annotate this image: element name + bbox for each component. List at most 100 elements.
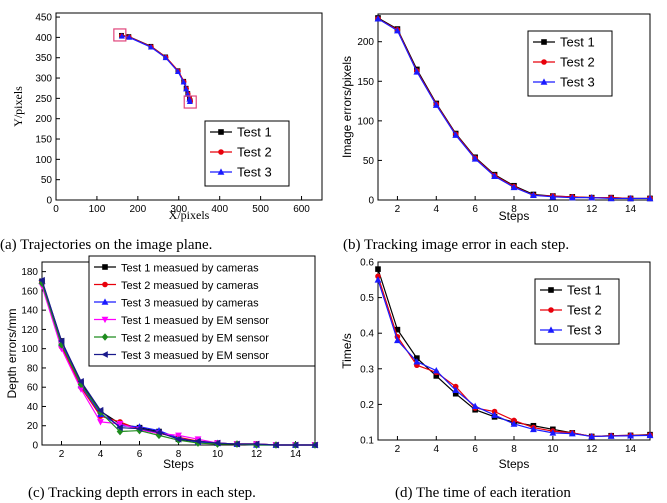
data-point bbox=[174, 68, 181, 74]
data-point bbox=[413, 358, 421, 365]
caption-b: (b) Tracking image error in each step. bbox=[343, 237, 569, 253]
legend-marker bbox=[548, 307, 554, 313]
data-point bbox=[491, 172, 498, 180]
data-point bbox=[530, 191, 537, 199]
data-point bbox=[116, 424, 123, 432]
data-point bbox=[549, 193, 557, 200]
y-tick-label: 140 bbox=[21, 306, 38, 317]
data-point bbox=[175, 432, 182, 439]
data-point bbox=[57, 337, 65, 345]
x-tick-label: 6 bbox=[472, 444, 478, 455]
panel-d: 2 4 6 8 10 12 14 0.1 0.2 0.3 0.4 0.5 0.6 Steps Time/s T… bbox=[340, 258, 654, 471]
highlight-box bbox=[183, 95, 197, 109]
data-point bbox=[126, 34, 133, 40]
legend-marker bbox=[102, 264, 108, 270]
y-tick-label: 20 bbox=[27, 421, 39, 432]
y-tick-label: 100 bbox=[357, 116, 374, 127]
x-tick-label: 4 bbox=[434, 444, 440, 455]
x-tick-label: 500 bbox=[252, 204, 269, 215]
x-tick-label: 4 bbox=[98, 449, 104, 460]
data-point bbox=[394, 27, 401, 34]
data-point bbox=[432, 101, 440, 108]
panel-b: 2 4 6 8 10 12 14 0 50 100 150 200 Steps Image errors/… bbox=[340, 13, 654, 223]
y-tick-label: 120 bbox=[21, 325, 38, 336]
y-tick-label: 60 bbox=[27, 383, 39, 394]
panel-c: 2 4 6 8 10 12 14020406080100120140160180StepsD… bbox=[5, 255, 319, 471]
legend-marker bbox=[101, 298, 109, 305]
legend-label: Test 3 bbox=[560, 75, 595, 90]
data-point bbox=[394, 336, 401, 344]
data-point bbox=[77, 386, 85, 393]
data-point bbox=[186, 98, 193, 105]
panel-a: 0 100 200 300 400 500 600 0 50 100 150 200 250 300 350… bbox=[11, 12, 323, 222]
data-point bbox=[510, 420, 518, 427]
data-point bbox=[646, 431, 654, 439]
legend-label: Test 2 measued by cameras bbox=[121, 280, 259, 292]
legend-label: Test 2 bbox=[560, 55, 595, 70]
plot-frame bbox=[55, 12, 323, 201]
data-point bbox=[186, 95, 193, 102]
x-tick-label: 14 bbox=[625, 444, 637, 455]
y-tick-label: 180 bbox=[21, 267, 38, 278]
y-axis-label: Depth errors/mm bbox=[5, 308, 19, 398]
y-tick-label: 0 bbox=[368, 196, 374, 207]
y-tick-label: 40 bbox=[27, 402, 39, 413]
legend-label: Test 2 bbox=[567, 303, 602, 318]
x-tick-label: 14 bbox=[625, 204, 637, 215]
data-point bbox=[291, 441, 299, 449]
legend-label: Test 1 bbox=[567, 283, 602, 298]
data-point bbox=[432, 366, 440, 374]
x-tick-label: 100 bbox=[89, 204, 106, 215]
y-tick-label: 0.1 bbox=[360, 436, 374, 447]
legend-marker bbox=[217, 168, 225, 175]
x-tick-label: 400 bbox=[211, 204, 228, 215]
data-point bbox=[77, 378, 84, 385]
data-point bbox=[394, 326, 401, 333]
data-point bbox=[116, 421, 124, 428]
highlight-box bbox=[113, 28, 127, 42]
data-point bbox=[374, 276, 382, 283]
x-tick-label: 200 bbox=[130, 204, 147, 215]
data-point bbox=[374, 15, 382, 22]
data-point bbox=[627, 194, 634, 202]
data-point bbox=[147, 43, 154, 50]
legend-marker bbox=[101, 333, 109, 341]
data-point bbox=[646, 194, 654, 202]
caption-c: (c) Tracking depth errors in each step. bbox=[28, 485, 256, 501]
data-point bbox=[252, 440, 260, 448]
legend-label: Test 3 measued by EM sensor bbox=[121, 350, 269, 362]
y-tick-label: 0 bbox=[32, 441, 38, 452]
legend-label: Test 3 bbox=[237, 165, 272, 180]
x-tick-label: 8 bbox=[511, 204, 517, 215]
data-point bbox=[136, 426, 143, 435]
y-tick-label: 0.6 bbox=[360, 258, 374, 269]
y-tick-label: 80 bbox=[27, 363, 39, 374]
data-point bbox=[568, 194, 576, 201]
data-point bbox=[194, 437, 201, 445]
legend-marker bbox=[101, 316, 109, 324]
data-point bbox=[272, 441, 279, 449]
legend-marker bbox=[547, 326, 555, 333]
x-tick-label: 12 bbox=[251, 449, 263, 460]
data-point bbox=[588, 432, 596, 440]
data-point bbox=[530, 425, 537, 433]
legend-marker bbox=[541, 59, 547, 65]
data-point bbox=[184, 91, 191, 97]
y-tick-label: 250 bbox=[35, 94, 52, 105]
x-axis-label: X/pixels bbox=[169, 208, 210, 222]
y-tick-label: 300 bbox=[35, 74, 52, 85]
data-point bbox=[311, 441, 318, 449]
legend-marker bbox=[548, 287, 554, 293]
legend-box bbox=[88, 255, 316, 367]
data-point bbox=[607, 432, 615, 439]
legend-label: Test 1 measued by cameras bbox=[121, 263, 259, 275]
x-tick-label: 12 bbox=[586, 204, 598, 215]
y-tick-label: 50 bbox=[41, 175, 53, 186]
data-point bbox=[96, 406, 104, 414]
data-point bbox=[38, 279, 46, 287]
data-point bbox=[118, 32, 125, 39]
legend-label: Test 1 bbox=[560, 35, 595, 50]
y-tick-label: 0.3 bbox=[360, 364, 374, 375]
y-tick-label: 150 bbox=[357, 77, 374, 88]
